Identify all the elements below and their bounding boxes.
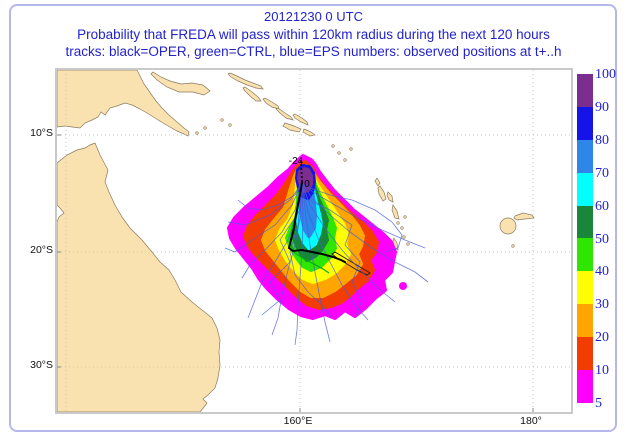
small-island	[400, 226, 404, 230]
colorbar-segment	[577, 370, 593, 403]
eps-track	[301, 182, 331, 343]
probability-colorbar	[577, 74, 593, 403]
eps-track	[301, 182, 429, 283]
land-mass	[57, 142, 221, 412]
land-mass	[377, 185, 387, 202]
colorbar-segment	[577, 172, 593, 206]
colorbar-value: 80	[595, 132, 609, 148]
small-island	[349, 147, 353, 151]
colorbar-value: 90	[595, 99, 609, 115]
land-mass	[292, 113, 309, 126]
small-island	[220, 118, 224, 122]
land-mass	[242, 86, 262, 102]
small-island	[228, 123, 232, 127]
eps-track	[301, 182, 403, 253]
small-island	[331, 144, 335, 148]
colorbar-segment	[577, 205, 593, 239]
eps-track	[227, 182, 303, 226]
title-track-legend: tracks: black=OPER, green=CTRL, blue=EPS…	[65, 44, 562, 59]
map-canvas: -24 0	[57, 70, 571, 412]
eps-track	[301, 182, 426, 249]
land-mass	[262, 97, 280, 110]
colorbar-value: 70	[595, 165, 609, 181]
small-island	[203, 126, 207, 130]
land-mass	[150, 71, 211, 96]
land-mass	[282, 122, 302, 133]
eps-track	[301, 182, 369, 321]
colorbar-segment	[577, 139, 593, 173]
title-datetime: 20121230 0 UTC	[263, 9, 363, 24]
eps-track	[271, 182, 303, 336]
land-mass	[513, 212, 535, 221]
land-mass	[302, 128, 316, 137]
colorbar-segment	[577, 238, 593, 272]
colorbar-segment	[577, 337, 593, 371]
eps-track	[289, 182, 333, 319]
land-mass	[275, 107, 294, 121]
land-mass	[392, 237, 399, 251]
small-island	[343, 158, 347, 162]
colorbar-value: 10	[595, 363, 609, 379]
lon-label: 180°	[520, 415, 542, 427]
land-mass	[57, 70, 190, 137]
map-frame: -24 0	[55, 68, 573, 414]
land-mass	[374, 177, 381, 187]
lon-label: 160°E	[283, 415, 313, 427]
colorbar-value: 60	[595, 198, 609, 214]
land-mass	[386, 191, 394, 203]
colorbar-value: 20	[595, 330, 609, 346]
lat-label: 30°S	[30, 359, 53, 371]
chart-header: 20121230 0 UTC Probability that FREDA wi…	[0, 9, 627, 59]
probability-outlier-blob	[399, 282, 407, 290]
small-island	[195, 131, 199, 135]
eps-track	[241, 182, 303, 279]
track-time-label: -24	[289, 156, 304, 167]
colorbar-value: 40	[595, 264, 609, 280]
eps-track	[237, 182, 303, 211]
eps-track	[261, 182, 303, 316]
land-mass	[499, 217, 517, 235]
eps-track	[301, 182, 363, 319]
small-island	[511, 244, 515, 248]
lat-label: 20°S	[30, 244, 53, 256]
new-caledonia-outline	[331, 251, 371, 276]
small-island	[406, 242, 410, 246]
eps-track	[301, 182, 396, 303]
small-island	[402, 235, 406, 239]
small-island	[396, 221, 400, 225]
small-island	[337, 151, 341, 155]
colorbar-segment	[577, 106, 593, 140]
land-mass	[227, 72, 264, 90]
lat-label: 10°S	[30, 127, 53, 139]
colorbar-value: 100	[595, 67, 616, 82]
colorbar-value: 5	[595, 396, 602, 411]
small-island	[403, 215, 407, 219]
colorbar-segment	[577, 304, 593, 338]
colorbar-value: 30	[595, 297, 609, 313]
title-main: Probability that FREDA will pass within …	[77, 27, 550, 42]
land-mass	[391, 204, 400, 220]
eps-track	[294, 182, 304, 346]
eps-track	[224, 182, 303, 253]
track-time-label: 0	[304, 179, 310, 190]
colorbar-segment	[577, 74, 593, 107]
oper-track	[287, 182, 346, 263]
colorbar-value: 50	[595, 231, 609, 247]
colorbar-segment	[577, 271, 593, 305]
